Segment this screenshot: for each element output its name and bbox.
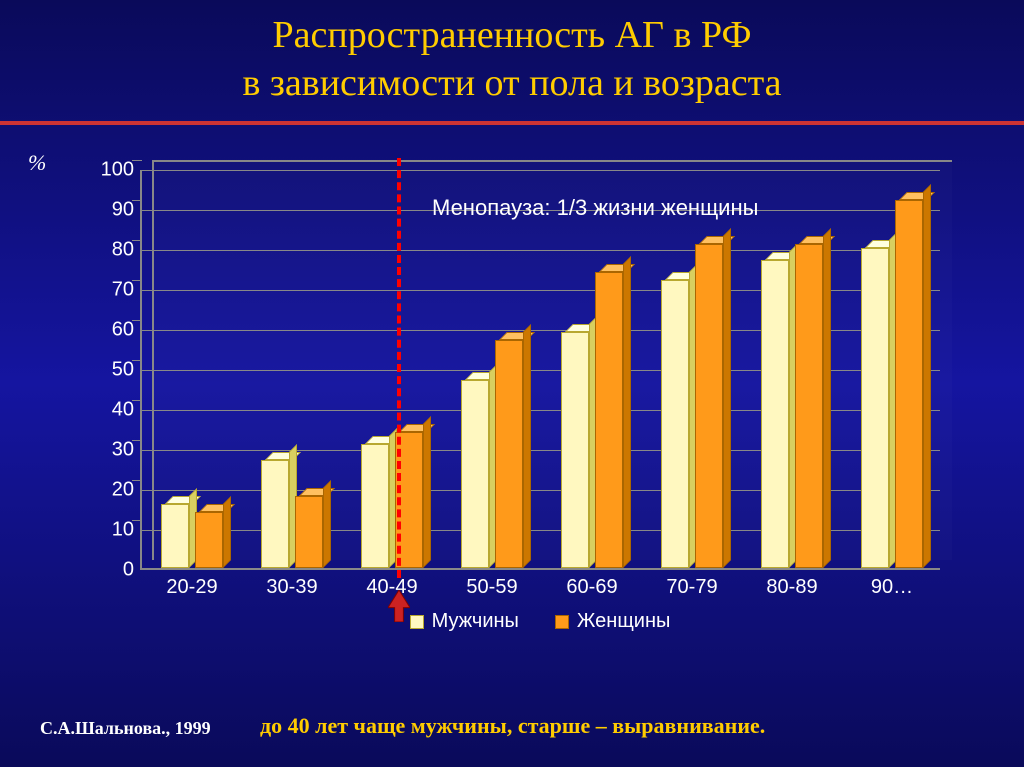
- y-tick-label: 90: [112, 199, 134, 222]
- legend-item: Мужчины: [410, 610, 519, 633]
- bar-Женщины: [495, 340, 523, 568]
- bar-Мужчины: [361, 444, 389, 568]
- bar-Мужчины: [761, 260, 789, 568]
- bar-Мужчины: [261, 460, 289, 568]
- chart-plot: 010203040506070809010020-2930-3940-4950-…: [140, 170, 940, 570]
- y-tick-label: 60: [112, 319, 134, 342]
- legend-label: Женщины: [577, 610, 670, 633]
- x-tick-label: 30-39: [266, 576, 317, 599]
- bar-Мужчины: [861, 248, 889, 568]
- y-tick-label: 10: [112, 519, 134, 542]
- title-divider: [0, 121, 1024, 125]
- y-tick-label: 80: [112, 239, 134, 262]
- bar-Женщины: [895, 200, 923, 568]
- citation-text: С.А.Шальнова., 1999: [40, 718, 211, 739]
- bar-Женщины: [195, 512, 223, 568]
- bar-Женщины: [795, 244, 823, 568]
- bar-Женщины: [595, 272, 623, 568]
- y-tick-label: 100: [101, 159, 134, 182]
- x-tick-label: 60-69: [566, 576, 617, 599]
- bar-Мужчины: [561, 332, 589, 568]
- y-tick-label: 30: [112, 439, 134, 462]
- x-tick-label: 70-79: [666, 576, 717, 599]
- bar-Мужчины: [661, 280, 689, 568]
- y-tick-label: 50: [112, 359, 134, 382]
- bar-Мужчины: [461, 380, 489, 568]
- chart-annotation: Менопауза: 1/3 жизни женщины: [432, 195, 758, 221]
- x-tick-label: 80-89: [766, 576, 817, 599]
- bar-Женщины: [695, 244, 723, 568]
- chart-area: 010203040506070809010020-2930-3940-4950-…: [80, 160, 960, 660]
- y-tick-label: 0: [123, 559, 134, 582]
- y-tick-label: 20: [112, 479, 134, 502]
- legend-swatch: [410, 615, 424, 629]
- legend-item: Женщины: [555, 610, 670, 633]
- bar-Мужчины: [161, 504, 189, 568]
- grid-line: [142, 170, 940, 171]
- chart-legend: Мужчины Женщины: [140, 610, 940, 635]
- x-tick-label: 50-59: [466, 576, 517, 599]
- y-axis-unit: %: [28, 150, 46, 176]
- x-tick-label: 90…: [871, 576, 913, 599]
- menopause-divider-line: [397, 158, 401, 578]
- bar-Женщины: [295, 496, 323, 568]
- y-tick-label: 70: [112, 279, 134, 302]
- slide-title: Распространенность АГ в РФв зависимости …: [0, 0, 1024, 121]
- y-tick-label: 40: [112, 399, 134, 422]
- footnote-text: до 40 лет чаще мужчины, старше – выравни…: [260, 713, 984, 739]
- legend-swatch: [555, 615, 569, 629]
- x-tick-label: 20-29: [166, 576, 217, 599]
- legend-label: Мужчины: [432, 610, 519, 633]
